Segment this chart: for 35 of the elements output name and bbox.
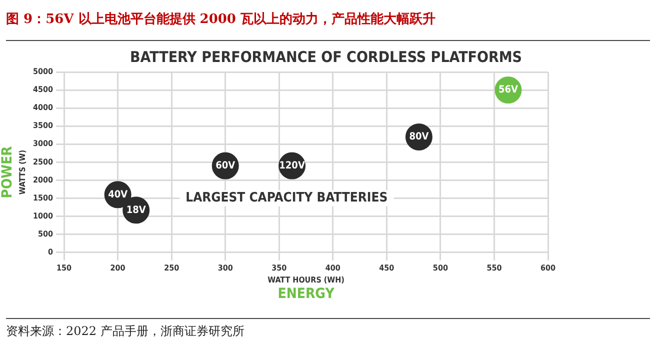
series-label: 80V bbox=[409, 132, 429, 143]
y-tick-label: 500 bbox=[38, 229, 54, 238]
x-tick-label: 300 bbox=[218, 263, 233, 272]
y-tick-label: 4500 bbox=[33, 85, 54, 94]
chart-subtitle: BATTERY PERFORMANCE OF CORDLESS PLATFORMS bbox=[130, 48, 522, 66]
series-label: 120V bbox=[279, 160, 305, 172]
x-axis-title: WATT HOURS (WH) bbox=[268, 275, 344, 284]
x-tick-label: 550 bbox=[486, 263, 502, 272]
x-tick-label: 500 bbox=[432, 263, 448, 272]
x-tick-label: 400 bbox=[325, 263, 340, 272]
series-label: 18V bbox=[126, 204, 146, 216]
y-tick-label: 1000 bbox=[33, 211, 54, 220]
x-tick-label: 150 bbox=[56, 263, 72, 272]
y-tick-label: 3000 bbox=[33, 139, 54, 148]
x-tick-label: 250 bbox=[164, 263, 180, 272]
x-tick-label: 450 bbox=[379, 263, 394, 272]
y-tick-label: 1500 bbox=[33, 193, 54, 202]
y-tick-label: 4000 bbox=[33, 103, 54, 112]
y-tick-label: 5000 bbox=[33, 67, 54, 76]
y-tick-label: 3500 bbox=[33, 121, 54, 130]
series-label: 40V bbox=[108, 189, 128, 200]
text: POWER bbox=[0, 146, 16, 198]
text: ENERGY bbox=[278, 286, 336, 302]
chart-title: 图 9：56V 以上电池平台能提供 2000 瓦以上的动力，产品性能大幅跃升 bbox=[6, 10, 650, 41]
y-tick-label: 2000 bbox=[33, 175, 54, 184]
y-tick-label: 0 bbox=[48, 247, 54, 256]
y-axis-title: WATTS (W) bbox=[18, 150, 28, 195]
y-tick-label: 2500 bbox=[33, 157, 54, 166]
series-label: 56V bbox=[498, 84, 518, 96]
text: 资料来源：2022 产品手册，浙商证券研究所 bbox=[6, 318, 650, 340]
x-tick-label: 350 bbox=[272, 263, 287, 272]
series-label: 60V bbox=[216, 160, 236, 172]
annotation: LARGEST CAPACITY BATTERIES bbox=[186, 190, 388, 206]
x-tick-label: 200 bbox=[110, 263, 126, 272]
x-tick-label: 600 bbox=[540, 263, 556, 272]
